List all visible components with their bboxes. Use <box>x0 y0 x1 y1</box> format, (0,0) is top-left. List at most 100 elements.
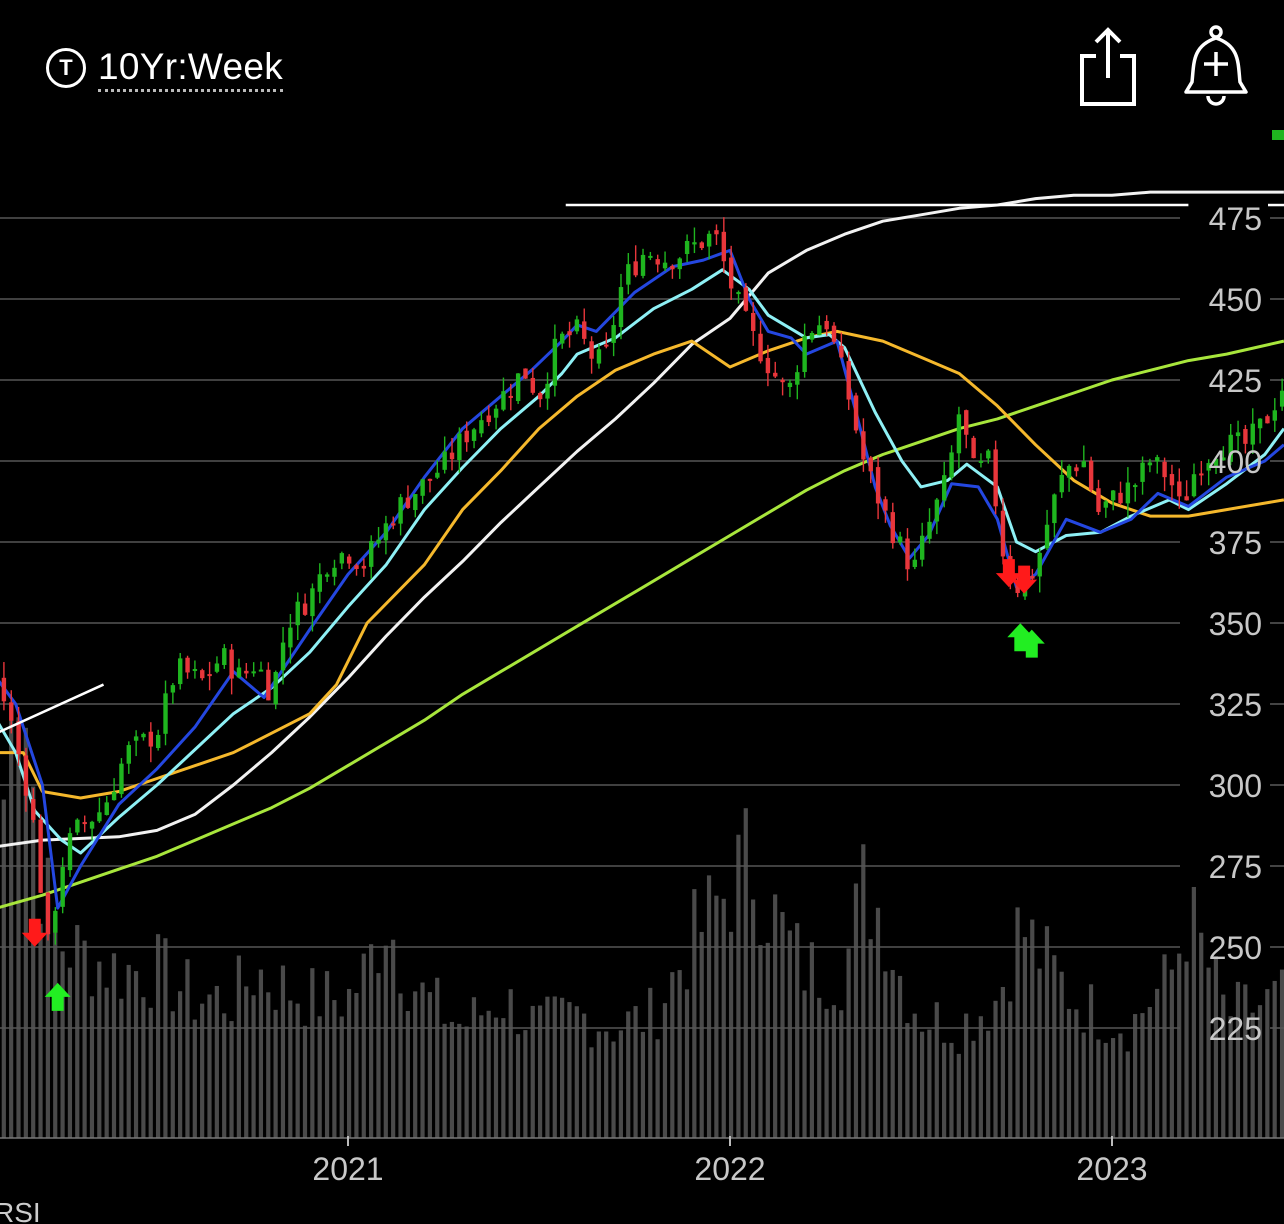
candle-up <box>611 325 616 343</box>
candle-down <box>244 670 249 674</box>
candle-up <box>684 240 690 255</box>
trend-line <box>0 683 105 733</box>
candle-up <box>67 833 73 871</box>
volume-bar <box>501 1018 506 1138</box>
drawn-trendlines <box>0 203 1284 733</box>
share-button[interactable] <box>1072 26 1144 110</box>
candle-up <box>1081 461 1086 468</box>
ma-10-line <box>0 248 1284 910</box>
candle-down <box>1118 492 1123 504</box>
candle-up <box>956 414 962 454</box>
candle-up <box>435 472 440 478</box>
timeframe-label[interactable]: 10Yr:Week <box>98 45 284 92</box>
volume-bar <box>207 994 212 1138</box>
volume-bar <box>1074 1009 1079 1138</box>
candle-up <box>662 262 668 269</box>
candle-down <box>1088 460 1094 490</box>
volume-bar <box>53 914 58 1138</box>
candle-up <box>912 559 918 567</box>
time-tick-label: 2023 <box>1076 1151 1147 1187</box>
volume-bar <box>244 986 249 1138</box>
current-price-marker <box>1272 130 1284 140</box>
volume-bar <box>530 1005 535 1138</box>
volume-bar <box>523 1030 528 1138</box>
volume-bar <box>1008 1001 1013 1138</box>
candle-down <box>604 344 609 347</box>
candle-down <box>728 257 734 289</box>
candle-up <box>141 733 146 738</box>
volume-bar <box>369 944 374 1138</box>
volume-bar <box>736 834 741 1138</box>
candle-down <box>537 393 543 400</box>
candle-up <box>1037 552 1042 577</box>
volume-bar <box>1206 967 1211 1138</box>
volume-bar <box>1125 1051 1130 1138</box>
candle-down <box>1169 474 1175 486</box>
volume-bar <box>809 942 814 1138</box>
volume-bar <box>1250 1012 1255 1138</box>
candle-up <box>60 866 65 907</box>
volume-bar <box>978 1016 983 1138</box>
candle-up <box>251 671 256 674</box>
volume-bar <box>442 1023 447 1138</box>
candle-up <box>288 627 293 648</box>
candle-up <box>1103 501 1109 508</box>
volume-bar <box>956 1053 961 1138</box>
candle-down <box>486 415 491 423</box>
add-alert-button[interactable] <box>1178 24 1254 110</box>
volume-bar <box>787 930 792 1138</box>
signal-arrows <box>21 559 1045 1011</box>
volume-bar <box>765 942 770 1138</box>
candle-down <box>354 565 359 569</box>
candle-down <box>200 670 205 679</box>
price-tick-label: 250 <box>1209 930 1262 966</box>
candle-down <box>45 892 51 935</box>
volume-bar <box>1066 1008 1072 1138</box>
volume-bar <box>706 875 712 1138</box>
candle-up <box>802 335 807 373</box>
candle-up <box>1279 390 1284 407</box>
candle-up <box>376 539 381 544</box>
volume-bar <box>1221 994 1226 1138</box>
volume-bar <box>743 808 748 1138</box>
candle-down <box>824 320 829 330</box>
candle-down <box>1162 461 1167 478</box>
candle-up <box>97 812 102 822</box>
volume-bar <box>435 977 440 1138</box>
ma-200-line <box>0 339 1284 909</box>
candle-up <box>413 494 418 511</box>
price-axis: 475 450 425 400 375 350 325 300 275 250 225 <box>1209 201 1262 1047</box>
candle-up <box>1110 490 1116 501</box>
volume-bar <box>714 895 719 1138</box>
volume-bar <box>883 971 888 1138</box>
volume-bar <box>170 1011 175 1138</box>
volume-bar <box>515 1034 521 1138</box>
candle-down <box>758 333 763 362</box>
volume-bar <box>662 1003 668 1138</box>
candle-up <box>398 497 403 524</box>
candle-up <box>442 451 447 470</box>
candle-down <box>589 341 594 359</box>
candle-up <box>236 667 242 678</box>
candle-down <box>1199 473 1204 476</box>
volume-bar <box>508 989 513 1138</box>
candle-up <box>457 433 462 461</box>
candle-up <box>809 332 815 340</box>
volume-bar <box>611 1041 616 1138</box>
volume-bar <box>574 1006 579 1138</box>
volume-bar <box>1015 907 1020 1138</box>
candle-down <box>185 657 190 673</box>
buy-signal-arrow <box>1018 629 1045 658</box>
timeframe-selector[interactable]: T 10Yr:Week <box>46 42 284 94</box>
volume-bar <box>633 1006 638 1138</box>
volume-bar <box>839 1010 844 1138</box>
price-candles <box>1 217 1284 945</box>
volume-bar <box>31 786 36 1138</box>
candle-up <box>736 292 741 295</box>
ma-100-line <box>0 190 1284 848</box>
candle-down <box>743 287 749 311</box>
candle-down <box>9 702 14 721</box>
candle-down <box>449 452 455 460</box>
volume-bar <box>1110 1038 1116 1138</box>
